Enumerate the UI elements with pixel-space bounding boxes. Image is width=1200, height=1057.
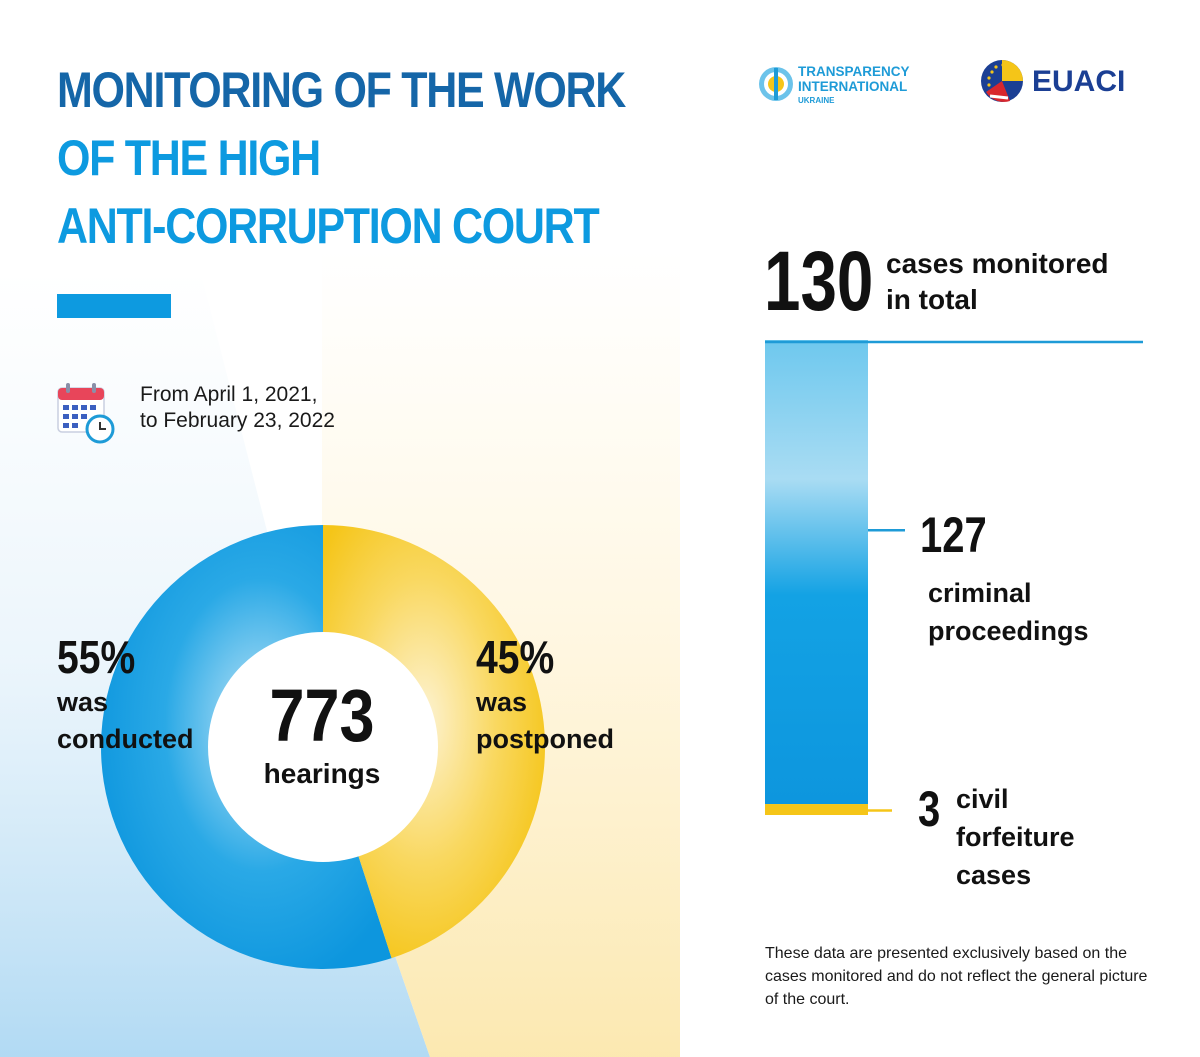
bar-segment-civil <box>765 804 868 815</box>
civil-forfeiture-value: 3 <box>918 781 941 837</box>
donut-center-label: hearings <box>263 758 381 789</box>
civil-label-line-2: forfeiture <box>956 822 1075 852</box>
donut-center-value: 773 <box>269 674 375 757</box>
civil-label-line-1: civil <box>956 784 1009 814</box>
slice-postponed-label-line-2: postponed <box>476 724 614 754</box>
period-line-1: From April 1, 2021, <box>140 383 318 406</box>
title-underline-bar <box>57 294 171 318</box>
euaci-logo: EUACI <box>981 60 1125 102</box>
slice-postponed-label: was postponed <box>476 684 614 758</box>
slice-conducted-label-line-2: conducted <box>57 724 194 754</box>
slice-postponed-label-line-1: was <box>476 687 528 717</box>
cases-total-value: 130 <box>764 234 874 328</box>
monitoring-period: From April 1, 2021, to February 23, 2022 <box>140 382 335 434</box>
civil-label-line-3: cases <box>956 860 1032 890</box>
slice-postponed-percent: 45% <box>476 631 555 683</box>
civil-forfeiture-label: civil forfeiture cases <box>956 780 1075 894</box>
bar-segment-criminal <box>765 340 868 805</box>
criminal-label-line-1: criminal <box>928 578 1032 608</box>
euaci-logo-text: EUACI <box>1032 65 1125 98</box>
criminal-proceedings-value: 127 <box>920 507 987 563</box>
cases-total-label-line-1: cases monitored <box>886 248 1109 279</box>
ti-logo-line-2: INTERNATIONAL <box>798 79 907 94</box>
slice-conducted-label-line-1: was <box>57 687 109 717</box>
cases-stacked-bar-chart <box>765 340 1143 815</box>
criminal-label-line-2: proceedings <box>928 616 1089 646</box>
cases-total-label-line-2: in total <box>886 284 978 315</box>
slice-conducted-label: was conducted <box>57 684 194 758</box>
cases-total-label: cases monitored in total <box>886 246 1109 318</box>
hearings-donut-chart <box>100 525 545 969</box>
ti-logo-line-1: TRANSPARENCY <box>798 64 910 79</box>
page-title-line-3: ANTI-CORRUPTION COURT <box>57 198 600 254</box>
donut-hole <box>208 632 438 862</box>
transparency-international-logo: TRANSPARENCY INTERNATIONAL UKRAINE <box>759 64 910 105</box>
period-line-2: to February 23, 2022 <box>140 409 335 432</box>
page-title-line-1: MONITORING OF THE WORK <box>57 62 626 118</box>
calendar-clock-icon <box>57 383 115 444</box>
criminal-proceedings-label: criminal proceedings <box>928 574 1089 650</box>
disclaimer-note: These data are presented exclusively bas… <box>765 945 1148 1008</box>
slice-conducted-percent: 55% <box>57 631 136 683</box>
page-title-line-2: OF THE HIGH <box>57 130 321 186</box>
ti-logo-line-3: UKRAINE <box>798 96 835 105</box>
